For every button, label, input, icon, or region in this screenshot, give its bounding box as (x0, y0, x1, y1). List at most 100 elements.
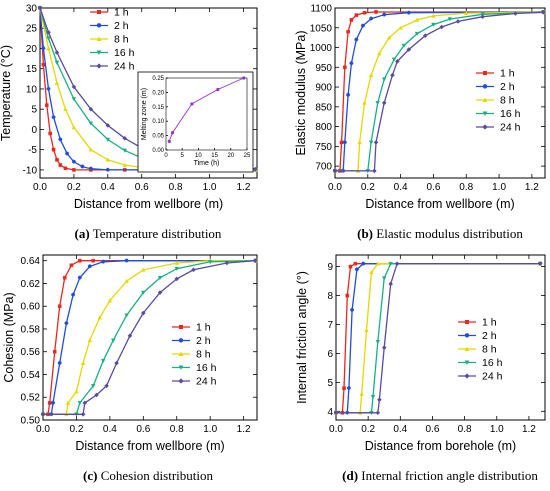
panel-caption: (b) Elastic modulus distribution (357, 226, 523, 241)
data-point (174, 260, 180, 265)
caption-text: Elastic modulus distribution (373, 226, 523, 241)
data-point (381, 276, 387, 281)
data-point (375, 340, 381, 345)
legend: 1 h2 h 8 h16 h 24 h (90, 7, 135, 73)
data-point (388, 281, 394, 287)
x-axis-label: Distance from wellbore (m) (74, 197, 223, 211)
data-point (349, 18, 354, 22)
data-point (65, 400, 71, 405)
data-point (71, 84, 77, 90)
x-tick-label: 1.2 (237, 424, 251, 435)
data-point (88, 121, 94, 126)
legend-marker (178, 378, 184, 384)
data-point (333, 410, 339, 416)
series-line (43, 260, 256, 415)
y-tick-label: 0.62 (21, 279, 41, 290)
data-point (375, 261, 381, 266)
legend-label: 16 h (500, 108, 521, 120)
data-point (373, 140, 379, 145)
data-point (54, 50, 60, 55)
inset-x-tick-label: 25 (244, 153, 251, 159)
chart-panel-d: 0.0 0.2 0.4 0.6 0.8 1.0 1.2 4 5 6 7 8 9 Distance from… (295, 254, 546, 483)
x-tick-label: 0.2 (69, 424, 83, 435)
y-tick-label: 750 (315, 142, 332, 153)
legend-marker (97, 10, 101, 14)
series-8h (40, 258, 258, 417)
data-point (406, 10, 411, 15)
data-point (348, 264, 353, 269)
data-point (382, 12, 387, 17)
y-tick-label: 0.60 (21, 302, 41, 313)
data-point (80, 360, 86, 365)
plot-frame (334, 7, 546, 179)
data-point (375, 101, 380, 106)
y-axis-label: Cohesion (MPa) (2, 292, 16, 382)
y-tick-label: 0 (31, 125, 37, 136)
data-point (37, 5, 43, 11)
caption-letter: (d) (342, 468, 358, 483)
data-point (346, 386, 351, 390)
data-point (64, 321, 69, 326)
y-tick-label: -5 (28, 145, 37, 156)
data-point (101, 259, 106, 264)
data-point (90, 384, 96, 389)
y-tick-label: 0.58 (21, 324, 41, 335)
series-line (335, 11, 544, 172)
x-tick-label: 0.4 (394, 182, 408, 193)
series-line (43, 260, 256, 415)
data-point (91, 258, 95, 263)
data-point (447, 17, 453, 22)
y-tick-label: 1100 (310, 4, 332, 15)
x-tick-label: 0.8 (170, 424, 184, 435)
data-point (72, 159, 76, 164)
legend-marker (464, 333, 470, 338)
series-line (335, 11, 544, 172)
legend-marker (178, 351, 184, 356)
data-point (63, 106, 68, 111)
data-point (87, 264, 92, 269)
inset-x-tick-label: 5 (181, 153, 185, 159)
data-point (124, 313, 129, 318)
x-tick-label: 1.2 (236, 182, 250, 193)
y-tick-label: 6 (327, 349, 333, 360)
series-24h (332, 9, 546, 174)
legend-marker (483, 71, 487, 75)
caption-letter: (c) (83, 468, 97, 483)
data-point (122, 162, 128, 167)
legend-marker (482, 111, 488, 116)
inset-data-point (170, 131, 175, 135)
y-tick-label: -10 (23, 165, 38, 176)
data-point (369, 16, 373, 21)
data-point (41, 62, 46, 67)
data-point (362, 100, 367, 105)
legend-marker (96, 63, 102, 69)
legend-label: 8 h (482, 344, 497, 356)
inset-x-tick-label: 10 (195, 153, 202, 159)
series-1h (41, 258, 258, 417)
data-point (431, 13, 436, 18)
data-point (345, 293, 350, 298)
inset-y-tick-label: 0.05 (152, 134, 164, 140)
data-point (51, 115, 56, 120)
data-point (369, 270, 374, 275)
data-point (141, 267, 146, 272)
chart-panel-b: 0.0 0.2 0.4 0.6 0.8 1.0 1.2 700 750 800 850 900 950 1… (294, 4, 546, 241)
data-point (124, 258, 129, 263)
x-axis-label: Distance from wellbore (m) (365, 197, 514, 211)
x-axis-label: Distance from wellbore (m) (75, 439, 224, 453)
x-tick-label: 0.4 (393, 424, 407, 435)
inset-chart: 0 5 10 15 20 25 0.00 0.05 0.10 0.15 0.20 0.25 Time (… (137, 71, 254, 173)
data-point (349, 61, 354, 66)
y-tick-label: 0.52 (21, 393, 41, 404)
data-point (51, 147, 56, 152)
data-point (207, 260, 213, 265)
chart-panel-a: 0.0 0.2 0.4 0.6 0.8 1.0 1.2 -10 -5 0 5 10 15 20 25 30 Di… (0, 4, 258, 241)
data-point (40, 411, 46, 417)
legend: 1 h2 h 8 h16 h 24 h (458, 317, 503, 383)
data-point (157, 275, 163, 281)
inset-y-tick-label: 0.20 (152, 90, 164, 96)
series-24h (333, 261, 543, 416)
data-point (355, 267, 359, 272)
data-point (74, 389, 79, 394)
y-tick-label: 700 (315, 162, 332, 173)
